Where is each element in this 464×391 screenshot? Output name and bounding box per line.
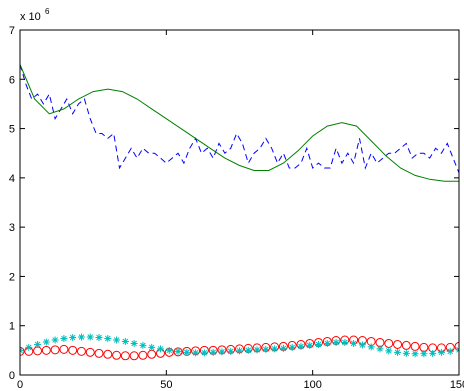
data-point [411, 350, 419, 358]
data-point [376, 345, 384, 353]
data-point [103, 349, 113, 359]
series-line [20, 64, 459, 174]
data-point [173, 347, 183, 357]
axis-ticks [19, 29, 460, 376]
y-axis-multiplier-exponent: 6 [45, 7, 50, 16]
x-tick-label: 100 [303, 379, 321, 391]
data-point [51, 336, 59, 344]
data-point [350, 339, 358, 347]
data-point [410, 341, 420, 351]
data-point [394, 348, 402, 356]
data-point [59, 344, 69, 354]
data-point [446, 347, 454, 355]
data-point [244, 346, 252, 354]
data-point [236, 347, 243, 355]
data-point [95, 334, 103, 342]
data-point [85, 347, 95, 357]
axis-tick-labels: 0 50 100 150 0 1 2 3 4 5 6 7 [9, 25, 464, 391]
axes-box [19, 29, 460, 376]
data-point [69, 334, 77, 342]
y-tick-label: 0 [9, 370, 15, 382]
series-star [20, 333, 459, 358]
data-point [34, 340, 42, 348]
y-tick-label: 4 [9, 173, 15, 185]
data-point [130, 339, 138, 347]
data-point [288, 343, 296, 351]
data-point [156, 345, 164, 353]
series-solid [20, 64, 459, 182]
data-point [384, 338, 394, 348]
data-point [323, 339, 331, 347]
data-point [42, 338, 50, 346]
data-point [218, 348, 226, 356]
data-point [402, 349, 410, 357]
x-tick-label: 150 [450, 379, 464, 391]
data-point [76, 346, 86, 356]
data-point [147, 349, 157, 359]
data-point [129, 351, 139, 361]
data-point [420, 350, 428, 358]
data-point [358, 341, 366, 349]
data-point [50, 345, 60, 355]
data-point [437, 348, 445, 356]
y-tick-label: 1 [9, 321, 15, 333]
data-point [429, 349, 437, 357]
data-point [121, 337, 129, 345]
data-point [367, 343, 375, 351]
data-point [200, 349, 208, 357]
data-point [138, 350, 148, 360]
data-point [113, 336, 121, 344]
data-point [25, 343, 33, 351]
data-point [227, 347, 235, 355]
data-point [454, 341, 459, 351]
series-line [20, 64, 459, 182]
data-point [271, 345, 279, 353]
data-point [139, 341, 147, 349]
y-tick-label: 2 [9, 271, 15, 283]
data-point [192, 349, 200, 357]
data-point [20, 346, 25, 356]
data-point [332, 338, 340, 346]
data-point [253, 346, 261, 354]
x-tick-label: 50 [160, 379, 172, 391]
data-point [375, 337, 385, 347]
data-point [401, 340, 411, 350]
data-point [341, 338, 349, 346]
data-point [41, 345, 51, 355]
data-point [104, 335, 112, 343]
data-point [419, 342, 429, 352]
data-point [148, 343, 156, 351]
y-tick-label: 6 [9, 74, 15, 86]
data-point [306, 341, 314, 349]
data-point [385, 347, 393, 355]
data-point [183, 348, 191, 356]
data-point [165, 346, 173, 354]
y-axis-multiplier: x 10 [20, 11, 41, 23]
data-point [112, 350, 122, 360]
data-point [33, 346, 43, 356]
data-point [94, 348, 104, 358]
y-tick-label: 7 [9, 25, 15, 37]
data-point [68, 345, 78, 355]
data-point [120, 351, 130, 361]
y-tick-label: 5 [9, 124, 15, 136]
y-tick-label: 3 [9, 222, 15, 234]
data-point [86, 333, 94, 341]
data-point [60, 335, 68, 343]
data-point [315, 340, 323, 348]
data-point [77, 333, 85, 341]
data-point [209, 348, 217, 356]
data-point [297, 342, 305, 350]
series-dashed [20, 64, 459, 174]
data-point [174, 347, 182, 355]
data-point [262, 345, 270, 353]
data-point [393, 339, 403, 349]
plot-area [20, 64, 459, 361]
data-point [279, 344, 287, 352]
x-tick-label: 0 [17, 379, 23, 391]
